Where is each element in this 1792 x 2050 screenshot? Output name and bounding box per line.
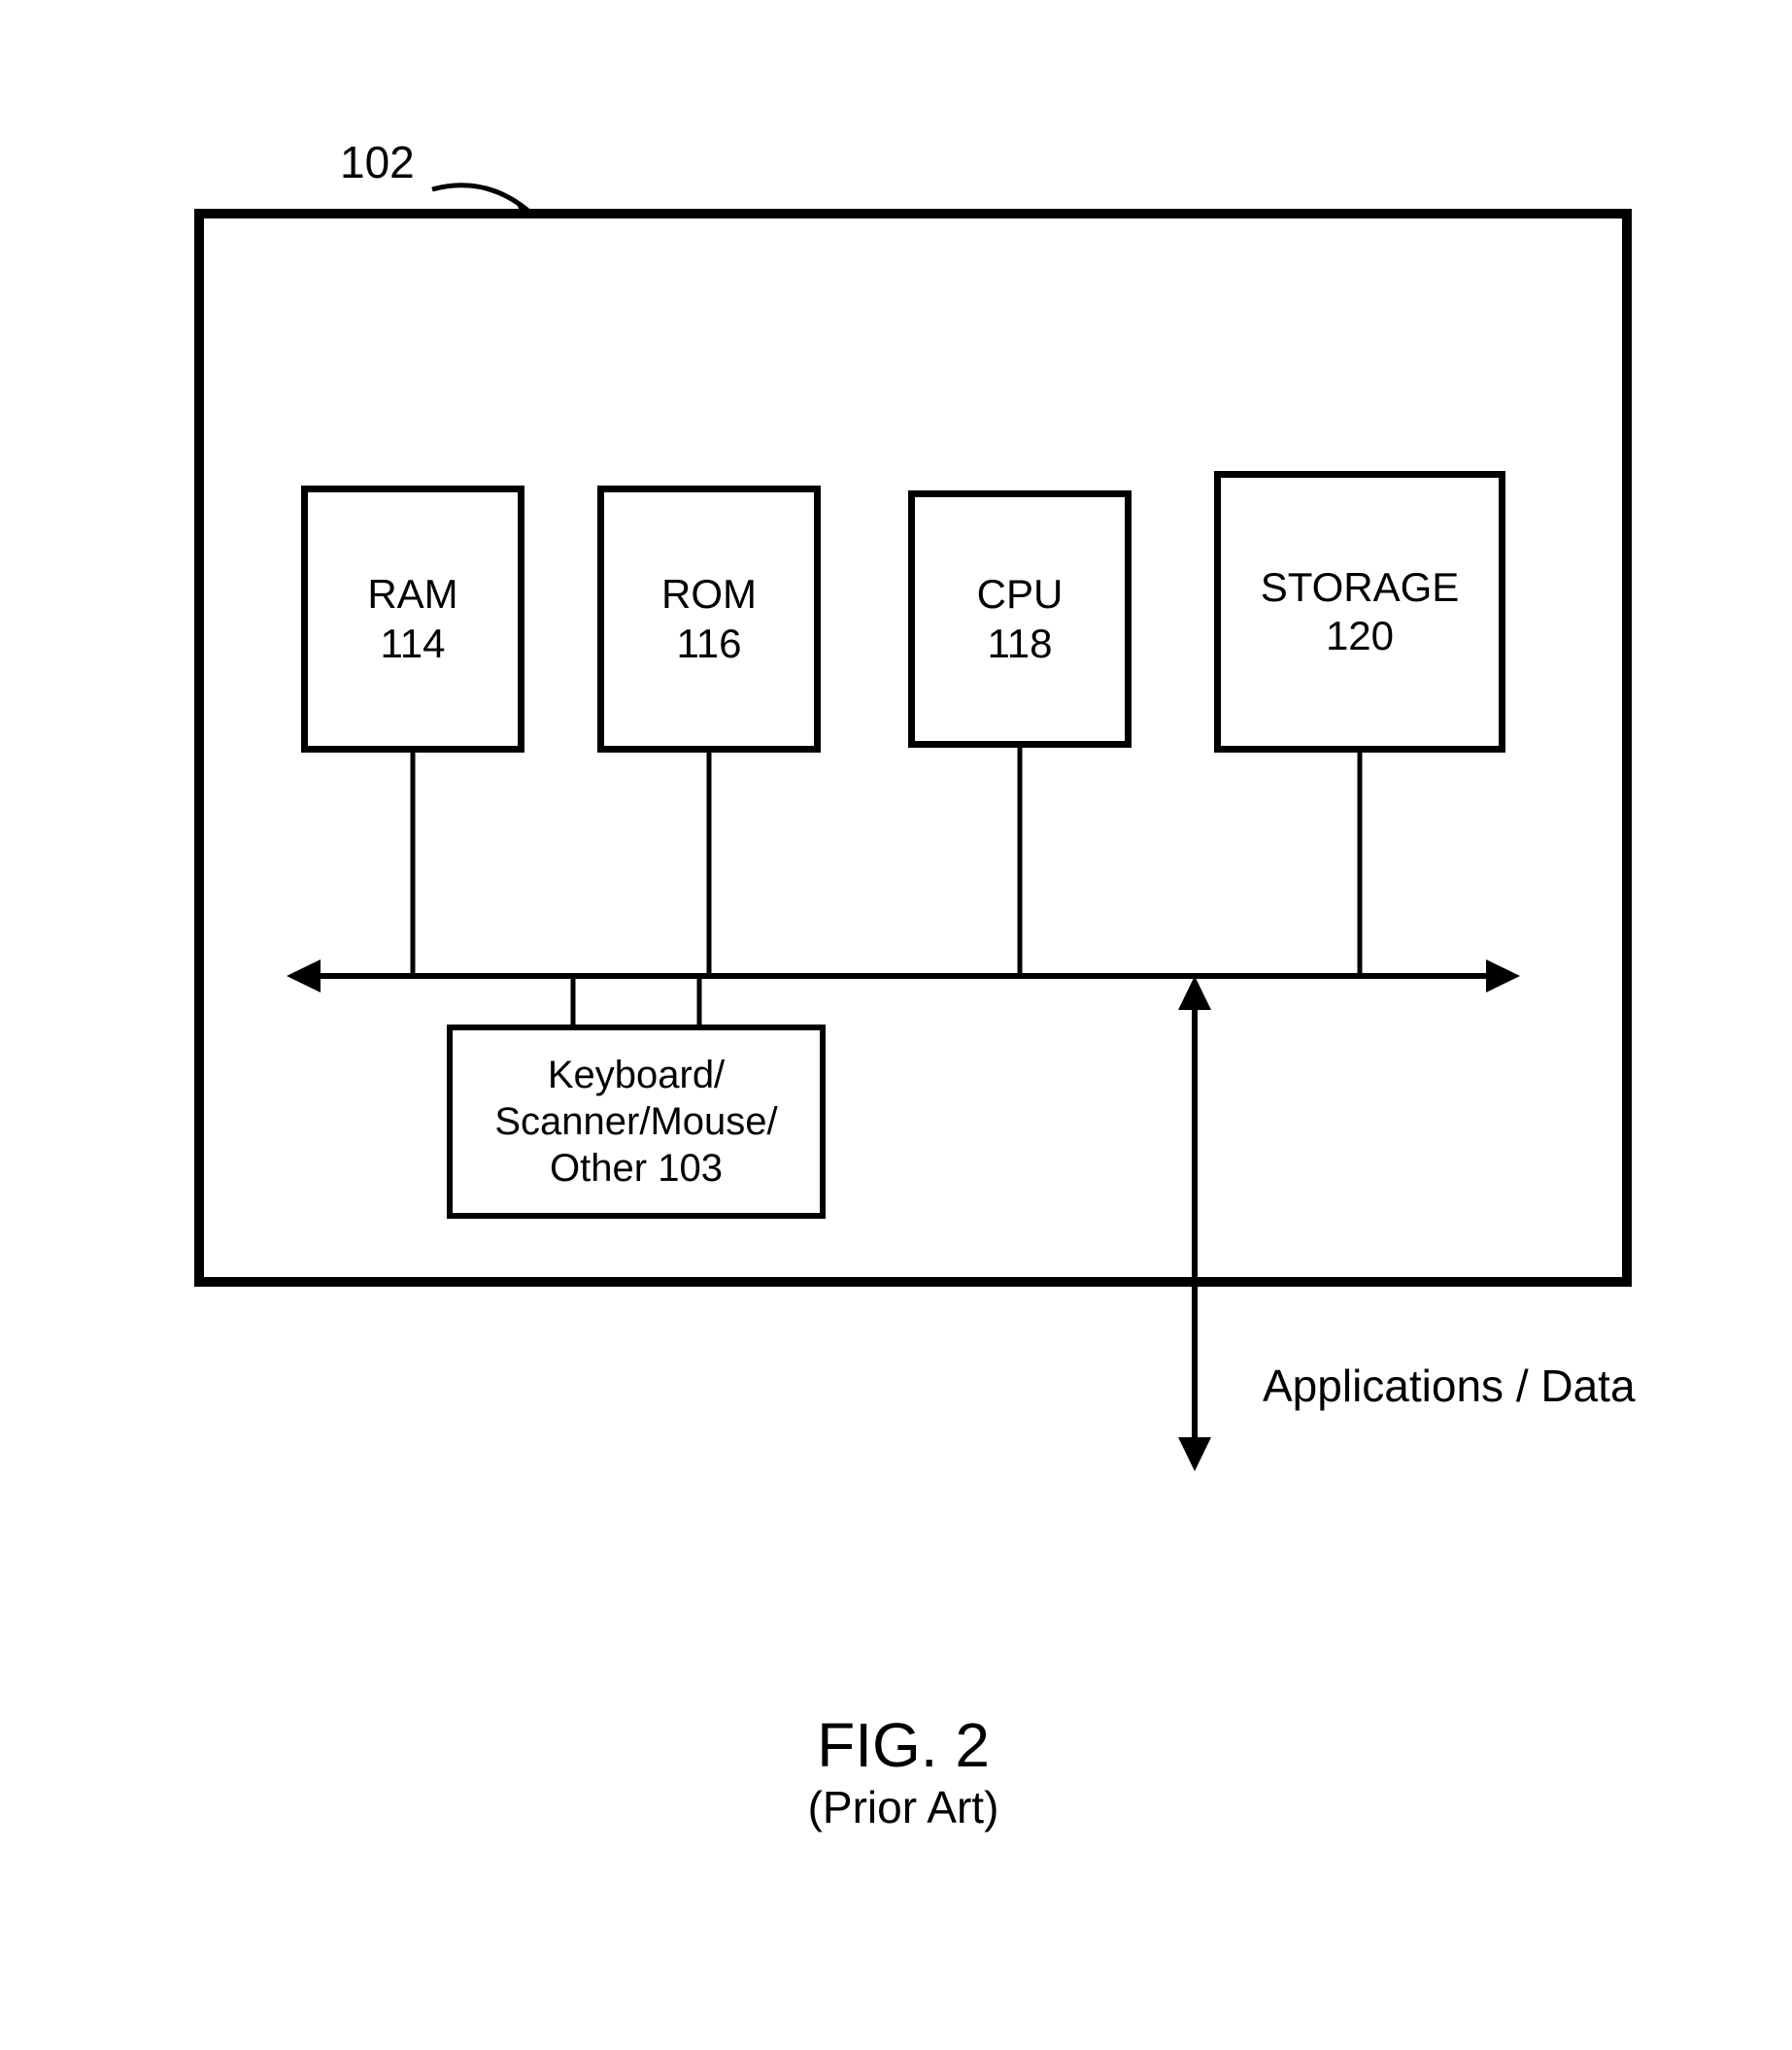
ram-label: RAM <box>367 570 457 619</box>
ref-number-102: 102 <box>340 136 415 188</box>
peripherals-line2: Scanner/Mouse/ <box>494 1098 777 1145</box>
storage-number: 120 <box>1326 612 1394 660</box>
rom-box: ROM 116 <box>597 486 821 753</box>
figure-caption: FIG. 2 (Prior Art) <box>758 1709 1049 1833</box>
ram-number: 114 <box>381 620 446 668</box>
figure-subtitle: (Prior Art) <box>758 1781 1049 1833</box>
ref-number-text: 102 <box>340 137 415 187</box>
io-label: Applications / Data <box>1263 1360 1636 1412</box>
cpu-number: 118 <box>988 620 1053 668</box>
leader-curve <box>432 185 529 212</box>
cpu-label: CPU <box>977 570 1064 619</box>
peripherals-line1: Keyboard/ <box>548 1052 725 1098</box>
rom-number: 116 <box>677 620 742 668</box>
diagram-container: 102 RAM 114 ROM 116 CPU 118 STORAGE 120 … <box>0 0 1792 2050</box>
rom-label: ROM <box>661 570 757 619</box>
peripherals-box: Keyboard/ Scanner/Mouse/ Other 103 <box>447 1025 826 1219</box>
io-label-text: Applications / Data <box>1263 1361 1636 1411</box>
figure-title: FIG. 2 <box>758 1709 1049 1781</box>
io-arrow-bottom <box>1178 1437 1211 1471</box>
ram-box: RAM 114 <box>301 486 524 753</box>
peripherals-line3: Other 103 <box>550 1145 723 1192</box>
storage-box: STORAGE 120 <box>1214 471 1505 753</box>
cpu-box: CPU 118 <box>908 490 1132 748</box>
storage-label: STORAGE <box>1261 563 1460 612</box>
